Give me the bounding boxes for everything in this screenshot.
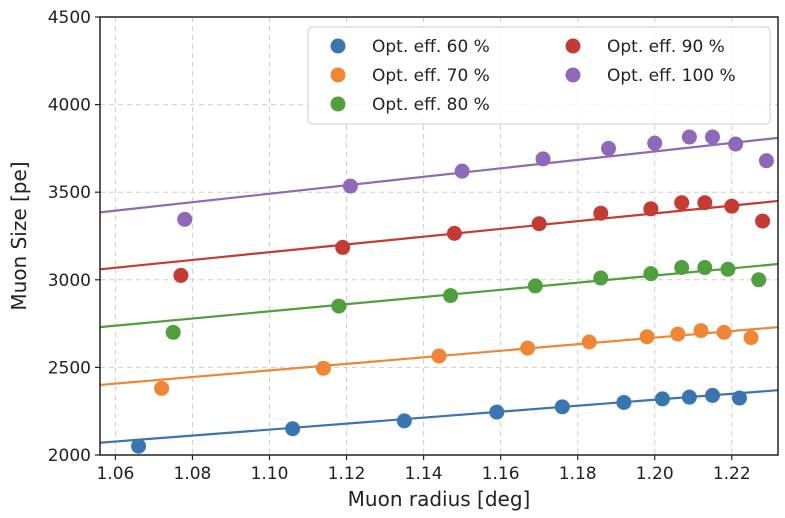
- data-point-series-4: [342, 178, 358, 194]
- legend-label: Opt. eff. 60 %: [372, 37, 490, 57]
- data-point-series-4: [681, 129, 697, 145]
- data-point-series-2: [527, 278, 543, 294]
- x-tick-label: 1.22: [713, 464, 751, 484]
- x-tick-label: 1.14: [405, 464, 443, 484]
- x-tick-label: 1.16: [482, 464, 520, 484]
- legend-marker: [330, 38, 346, 54]
- legend-box: [307, 26, 771, 125]
- data-point-series-3: [593, 205, 609, 221]
- fit-line-series-0: [99, 389, 779, 444]
- data-point-series-1: [743, 330, 759, 346]
- legend-label: Opt. eff. 100 %: [607, 66, 736, 86]
- data-point-series-3: [697, 195, 713, 211]
- data-point-series-0: [285, 421, 301, 437]
- data-point-series-0: [705, 387, 721, 403]
- data-point-series-1: [639, 329, 655, 345]
- x-tick-label: 1.10: [251, 464, 289, 484]
- data-point-series-2: [165, 324, 181, 340]
- plot-frame: [99, 16, 779, 456]
- legend-marker: [330, 96, 346, 112]
- data-point-series-3: [446, 225, 462, 241]
- y-tick-label: 2500: [48, 358, 91, 378]
- data-point-series-4: [454, 163, 470, 179]
- x-tick-label: 1.06: [96, 464, 134, 484]
- data-point-series-1: [520, 340, 536, 356]
- data-point-series-2: [331, 298, 347, 314]
- data-points: [131, 129, 774, 454]
- legend-label: Opt. eff. 80 %: [372, 95, 490, 115]
- y-tick-label: 3000: [48, 271, 91, 291]
- data-point-series-1: [693, 323, 709, 339]
- y-axis-label: Muon Size [pe]: [7, 161, 31, 310]
- data-point-series-1: [716, 324, 732, 340]
- x-tick-label: 1.18: [559, 464, 597, 484]
- data-point-series-3: [674, 195, 690, 211]
- data-point-series-4: [177, 211, 193, 227]
- data-point-series-4: [705, 129, 721, 145]
- fit-lines: [99, 136, 779, 444]
- data-point-series-0: [654, 391, 670, 407]
- data-point-series-3: [755, 213, 771, 229]
- x-tick-label: 1.08: [174, 464, 212, 484]
- fit-line-series-2: [99, 262, 779, 329]
- data-point-series-0: [616, 394, 632, 410]
- x-tick-label: 1.12: [328, 464, 366, 484]
- legend-label: Opt. eff. 70 %: [372, 66, 490, 86]
- legend-marker: [565, 67, 581, 83]
- data-point-series-4: [535, 151, 551, 167]
- data-point-series-0: [554, 399, 570, 415]
- y-tick-label: 3500: [48, 183, 91, 203]
- data-point-series-2: [751, 272, 767, 288]
- data-point-series-2: [643, 266, 659, 282]
- data-point-series-4: [758, 153, 774, 169]
- y-tick-label: 4500: [48, 8, 91, 28]
- data-point-series-1: [431, 348, 447, 364]
- data-point-series-3: [724, 198, 740, 214]
- fit-line-series-3: [99, 199, 779, 271]
- legend-marker: [565, 38, 581, 54]
- data-point-series-3: [335, 239, 351, 255]
- data-point-series-3: [531, 216, 547, 232]
- y-tick-label: 4000: [48, 96, 91, 116]
- data-point-series-3: [173, 267, 189, 283]
- data-point-series-2: [593, 270, 609, 286]
- data-point-series-4: [728, 136, 744, 152]
- x-axis-label: Muon radius [deg]: [348, 487, 531, 511]
- data-point-series-2: [720, 261, 736, 277]
- axis-ticks: 1.06 1.08 1.10 1.12 1.14 1.16 1.18 1.20 1.22 2000…: [48, 8, 751, 484]
- fit-line-series-4: [99, 136, 779, 214]
- data-point-series-2: [697, 260, 713, 276]
- data-point-series-0: [489, 404, 505, 420]
- data-point-series-0: [681, 389, 697, 405]
- data-point-series-1: [581, 334, 597, 350]
- data-point-series-1: [315, 360, 331, 376]
- y-tick-label: 2000: [48, 446, 91, 466]
- data-point-series-1: [154, 380, 170, 396]
- data-point-series-3: [643, 201, 659, 217]
- x-tick-label: 1.20: [636, 464, 674, 484]
- data-point-series-2: [443, 288, 459, 304]
- data-point-series-4: [601, 140, 616, 156]
- data-point-series-1: [670, 326, 686, 342]
- data-point-series-4: [647, 135, 663, 151]
- legend-label: Opt. eff. 90 %: [607, 37, 725, 57]
- legend: Opt. eff. 60 % Opt. eff. 70 % Opt. eff. 80…: [307, 26, 771, 125]
- data-point-series-0: [731, 390, 747, 406]
- data-point-series-0: [396, 413, 412, 429]
- legend-marker: [330, 67, 346, 83]
- data-point-series-0: [131, 438, 147, 454]
- data-point-series-2: [674, 260, 690, 276]
